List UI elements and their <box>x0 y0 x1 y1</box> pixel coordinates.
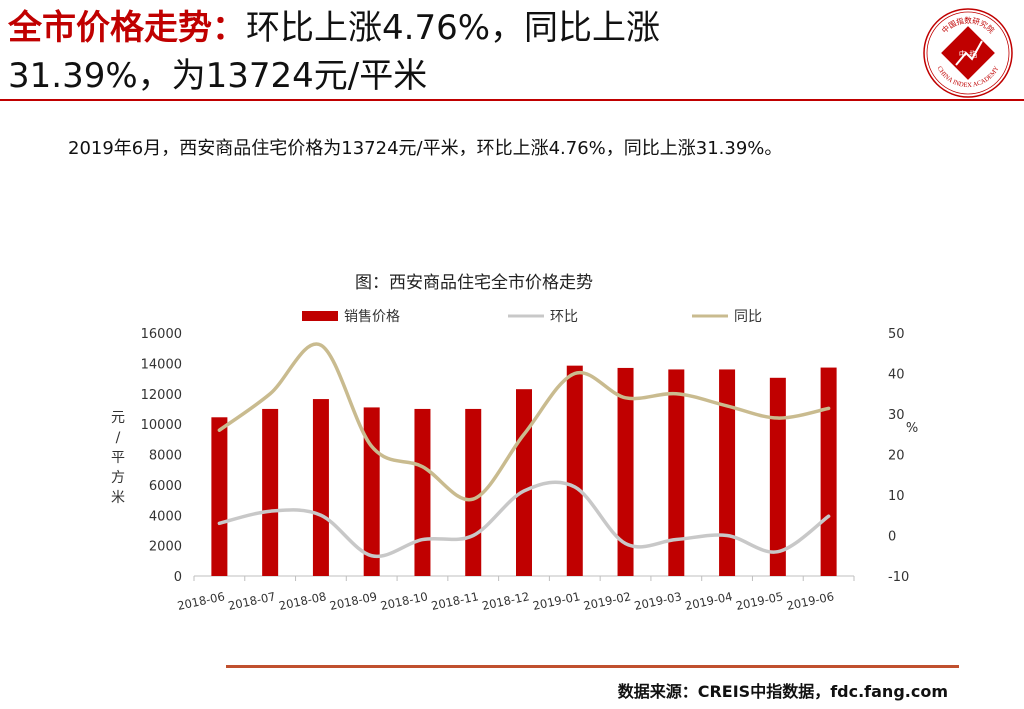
title-line1: 环比上涨4.76%，同比上涨 <box>246 8 661 48</box>
y2-tick-label: 50 <box>888 327 905 342</box>
y-axis-label-char: 米 <box>111 490 125 506</box>
x-tick-label: 2019-01 <box>531 589 581 613</box>
x-tick-label: 2018-11 <box>430 589 480 613</box>
line-mom-change <box>217 480 831 559</box>
line-yoy-change <box>217 342 831 502</box>
y-tick-label: 8000 <box>149 449 182 464</box>
seal-center-text: 中 指 <box>959 49 978 59</box>
page-title: 全市价格走势：环比上涨4.76%，同比上涨 31.39%，为13724元/平米 <box>8 4 888 100</box>
y-axis-label-char: / <box>116 430 121 446</box>
legend-label-2: 同比 <box>734 309 762 325</box>
x-tick-label: 2018-12 <box>481 589 531 613</box>
chart-title: 图：西安商品住宅全市价格走势 <box>355 273 593 293</box>
y2-tick-label: -10 <box>888 570 909 585</box>
y2-axis-label: % <box>906 421 918 436</box>
y-tick-label: 12000 <box>141 388 182 403</box>
x-tick-label: 2019-06 <box>785 589 835 613</box>
legend-label-0: 销售价格 <box>344 309 400 325</box>
bar-sales-price <box>312 399 329 576</box>
x-tick-label: 2018-08 <box>278 589 328 613</box>
y-tick-label: 6000 <box>149 479 182 494</box>
y2-tick-label: 0 <box>888 530 896 545</box>
bar-sales-price <box>668 369 685 576</box>
y-tick-label: 10000 <box>141 418 182 433</box>
y2-tick-label: 10 <box>888 489 905 504</box>
x-tick-label: 2018-10 <box>379 589 429 613</box>
bar-sales-price <box>769 377 786 576</box>
y-tick-label: 2000 <box>149 540 182 555</box>
bar-sales-price <box>465 408 482 576</box>
y-tick-label: 16000 <box>141 327 182 342</box>
bar-sales-price <box>820 367 837 576</box>
bar-sales-price <box>719 369 736 576</box>
y-tick-label: 14000 <box>141 357 182 372</box>
x-tick-label: 2018-09 <box>328 589 378 613</box>
bar-sales-price <box>363 407 380 576</box>
x-tick-label: 2018-06 <box>176 589 226 613</box>
x-tick-label: 2019-05 <box>735 589 785 613</box>
bar-sales-price <box>617 367 634 576</box>
y-axis-label-char: 元 <box>111 410 125 426</box>
bar-sales-price <box>516 389 532 576</box>
title-line2: 31.39%，为13724元/平米 <box>8 56 428 96</box>
y-tick-label: 4000 <box>149 509 182 524</box>
x-tick-label: 2019-03 <box>633 589 683 613</box>
y2-tick-label: 20 <box>888 449 905 464</box>
y2-tick-label: 30 <box>888 408 905 423</box>
x-tick-label: 2019-02 <box>582 589 632 613</box>
data-source: 数据来源：CREIS中指数据，fdc.fang.com <box>617 682 948 701</box>
y-tick-label: 0 <box>174 570 182 585</box>
y-axis-label-char: 方 <box>111 470 125 486</box>
bar-sales-price <box>211 417 228 576</box>
bar-sales-price <box>566 365 583 576</box>
bar-sales-price <box>262 408 279 576</box>
legend-swatch-0 <box>302 311 338 321</box>
summary-text: 2019年6月，西安商品住宅价格为13724元/平米，环比上涨4.76%，同比上… <box>68 138 783 159</box>
header-divider <box>0 99 1024 101</box>
x-tick-label: 2018-07 <box>227 589 277 613</box>
y2-tick-label: 40 <box>888 368 905 383</box>
x-tick-label: 2019-04 <box>684 589 734 613</box>
bar-sales-price <box>414 408 431 576</box>
legend-label-1: 环比 <box>550 309 578 325</box>
title-lead: 全市价格走势： <box>8 8 246 48</box>
y-axis-label-char: 平 <box>111 450 125 466</box>
footer-divider <box>226 665 959 668</box>
china-index-academy-seal-icon: CHINA INDEX ACADEMY 中国指数研究院 中 指 <box>923 8 1013 98</box>
